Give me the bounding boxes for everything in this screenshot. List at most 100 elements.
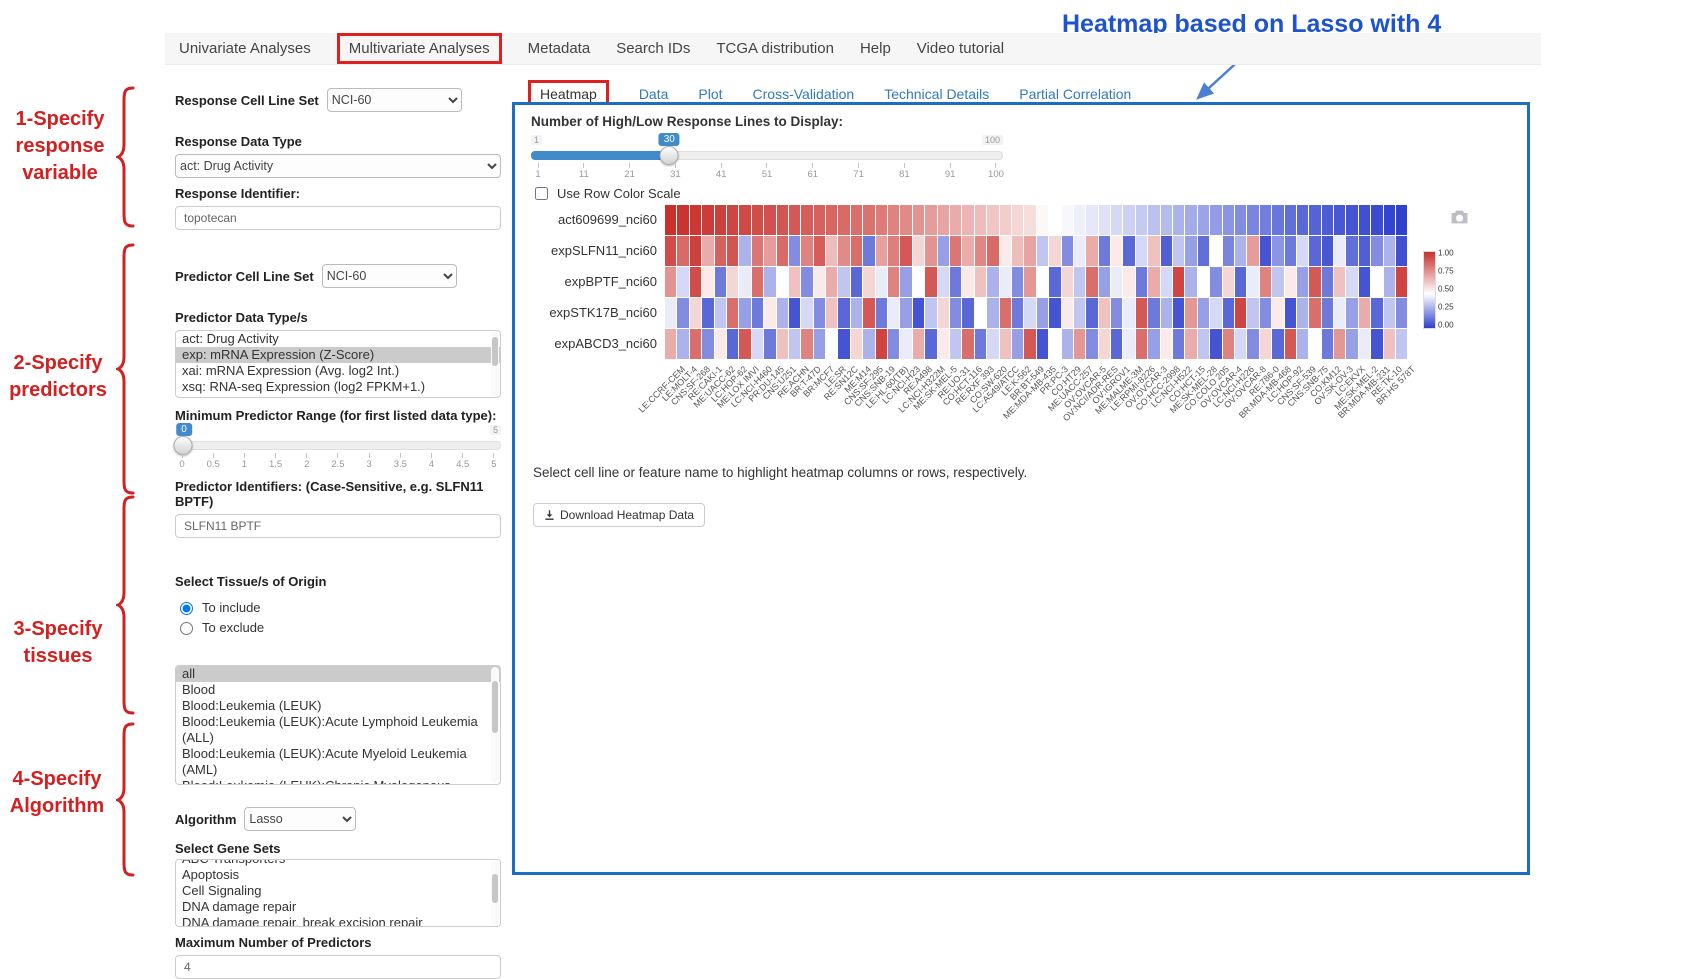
response-identifier-input[interactable] bbox=[175, 206, 501, 230]
heatmap-cell bbox=[1111, 236, 1123, 266]
scrollbar-thumb[interactable] bbox=[492, 680, 498, 734]
tab-technical-details[interactable]: Technical Details bbox=[884, 86, 990, 102]
list-option-dna-damage-repair-break-excision-repair[interactable]: DNA damage repair, break excision repair bbox=[182, 915, 423, 927]
response-cell-line-set-select[interactable]: NCI-60 bbox=[326, 88, 462, 112]
heatmap-cell bbox=[1036, 267, 1049, 297]
list-option-blood[interactable]: Blood bbox=[182, 682, 216, 697]
list-option-blood-leukemia-leuk-acute-myeloid-leukemia-aml[interactable]: Blood:Leukemia (LEUK):Acute Myeloid Leuk… bbox=[182, 746, 467, 777]
list-option-apoptosis[interactable]: Apoptosis bbox=[182, 867, 240, 882]
tab-cross-validation[interactable]: Cross-Validation bbox=[752, 86, 855, 102]
heatmap-cell bbox=[714, 329, 726, 359]
gene-sets-listbox[interactable]: ABC TransportersApoptosisCell SignalingD… bbox=[175, 859, 501, 927]
tab-plot[interactable]: Plot bbox=[698, 86, 723, 102]
radio-to-exclude[interactable]: To exclude bbox=[175, 617, 501, 637]
heatmap-cell bbox=[1334, 205, 1346, 235]
heatmap-cell bbox=[1358, 205, 1371, 235]
predictor-data-types-listbox[interactable]: act: Drug Activity exp: mRNA Expression (… bbox=[175, 330, 501, 398]
nav-tab-video-tutorial[interactable]: Video tutorial bbox=[916, 40, 1005, 57]
list-option-dna-damage-repair[interactable]: DNA damage repair bbox=[182, 899, 297, 914]
predictor-cell-line-set-select[interactable]: NCI-60 bbox=[321, 264, 457, 288]
heatmap-row-label-expabcd3-nci60[interactable]: expABCD3_nci60 bbox=[554, 336, 657, 351]
download-heatmap-data-button[interactable]: Download Heatmap Data bbox=[533, 503, 706, 527]
heatmap-cell bbox=[1185, 267, 1197, 297]
heatmap-cell bbox=[850, 329, 863, 359]
scrollbar-thumb[interactable] bbox=[492, 337, 498, 366]
heatmap-cell bbox=[1259, 329, 1272, 359]
list-option-blood-leukemia-leuk[interactable]: Blood:Leukemia (LEUK) bbox=[182, 698, 322, 713]
list-option-cell-signaling[interactable]: Cell Signaling bbox=[182, 883, 262, 898]
heatmap-cell bbox=[1073, 329, 1086, 359]
nav-tab-multivariate-analyses[interactable]: Multivariate Analyses bbox=[336, 33, 502, 64]
radio-to-include[interactable]: To include bbox=[175, 597, 501, 617]
heatmap-cell bbox=[1135, 329, 1148, 359]
heatmap-row-label-expbptf-nci60[interactable]: expBPTF_nci60 bbox=[564, 274, 658, 289]
list-option-act-drug-activity[interactable]: act: Drug Activity bbox=[182, 331, 279, 346]
radio-input-to-exclude[interactable] bbox=[180, 622, 193, 635]
heatmap-cell bbox=[726, 329, 739, 359]
scrollbar-thumb[interactable] bbox=[492, 873, 498, 903]
slider-tick: 51 bbox=[760, 163, 774, 180]
radio-input-to-include[interactable] bbox=[180, 602, 193, 615]
heatmap-cell bbox=[665, 329, 677, 359]
heatmap-cell bbox=[838, 329, 850, 359]
response-data-type-select[interactable]: act: Drug Activity bbox=[175, 154, 501, 178]
tissue-origin-listbox[interactable]: all Blood Blood:Leukemia (LEUK) Blood:Leuke… bbox=[175, 665, 501, 785]
heatmap-lines-slider[interactable]: 1 100 30 1 11 21 31 41 51 61 71 81 91 100 bbox=[531, 133, 1004, 185]
heatmap-row-label-act609699-nci60[interactable]: act609699_nci60 bbox=[557, 212, 657, 227]
heatmap-cell bbox=[1086, 205, 1098, 235]
heatmap-cell bbox=[714, 205, 726, 235]
heatmap-cell bbox=[850, 267, 863, 297]
camera-icon[interactable] bbox=[1450, 209, 1469, 225]
nav-tab-help[interactable]: Help bbox=[859, 40, 891, 57]
list-option-blood-leukemia-leuk-acute-lymphoid-leukemia-all[interactable]: Blood:Leukemia (LEUK):Acute Lymphoid Leu… bbox=[182, 714, 478, 745]
heatmap-cell bbox=[1210, 205, 1222, 235]
row-color-scale-checkbox-input[interactable] bbox=[535, 186, 548, 200]
slider-track[interactable] bbox=[175, 441, 501, 450]
list-option-abc-transporters[interactable]: ABC Transporters bbox=[176, 860, 500, 867]
heatmap-cell bbox=[1197, 205, 1210, 235]
heatmap-cell bbox=[1346, 298, 1358, 328]
nav-tab-metadata[interactable]: Metadata bbox=[527, 40, 591, 57]
nav-tab-univariate-analyses[interactable]: Univariate Analyses bbox=[179, 40, 311, 57]
heatmap-cell bbox=[1061, 298, 1073, 328]
list-option-xai-mrna-expression-avg-log2-int[interactable]: xai: mRNA Expression (Avg. log2 Int.) bbox=[182, 363, 400, 378]
scrollbar[interactable] bbox=[491, 861, 499, 925]
algorithm-label: Algorithm bbox=[175, 811, 237, 827]
heatmap-cell bbox=[1024, 267, 1036, 297]
algorithm-select[interactable]: Lasso bbox=[244, 807, 357, 831]
slider-handle[interactable] bbox=[173, 436, 193, 455]
max-predictors-input[interactable] bbox=[175, 955, 501, 979]
heatmap-cell bbox=[838, 236, 850, 266]
heatmap-cell bbox=[912, 267, 925, 297]
heatmap-cell bbox=[1098, 298, 1111, 328]
scrollbar[interactable] bbox=[491, 332, 499, 396]
list-option-all[interactable]: all bbox=[176, 666, 500, 682]
list-option-xsq-rna-seq-expression-log2-fpkm-1[interactable]: xsq: RNA-seq Expression (log2 FPKM+1.) bbox=[182, 379, 426, 394]
nav-tab-search-ids[interactable]: Search IDs bbox=[616, 40, 691, 57]
row-color-scale-checkbox[interactable]: Use Row Color Scale bbox=[531, 183, 681, 203]
heatmap-cell bbox=[702, 205, 714, 235]
heatmap-cell bbox=[1210, 267, 1222, 297]
heatmap-cell bbox=[1173, 236, 1185, 266]
heatmap-cell bbox=[1049, 298, 1061, 328]
heatmap-cell bbox=[987, 236, 999, 266]
heatmap-cell bbox=[1358, 236, 1371, 266]
heatmap-cell bbox=[1334, 329, 1346, 359]
list-option-exp-mrna-expression-z-score[interactable]: exp: mRNA Expression (Z-Score) bbox=[176, 347, 500, 363]
nav-tab-tcga-distribution[interactable]: TCGA distribution bbox=[716, 40, 834, 57]
heatmap-cell bbox=[1396, 236, 1408, 266]
heatmap-cell bbox=[1284, 329, 1296, 359]
slider-handle[interactable] bbox=[659, 146, 679, 165]
heatmap-cell bbox=[900, 205, 912, 235]
list-option-blood-leukemia-leuk-chronic-myelogenous-leukemia-cml[interactable]: Blood:Leukemia (LEUK):Chronic Myelogenou… bbox=[176, 778, 500, 784]
predictor-identifiers-label: Predictor Identifiers: (Case-Sensitive, … bbox=[175, 479, 484, 509]
predictor-identifiers-input[interactable] bbox=[175, 514, 501, 538]
heatmap-cell bbox=[1321, 205, 1334, 235]
min-predictor-range-slider[interactable]: 5 0 0 0.5 1 1.5 2 2.5 3 3.5 4 4.5 5 bbox=[173, 423, 501, 475]
heatmap-cell bbox=[689, 298, 702, 328]
heatmap-row-label-expslfn11-nci60[interactable]: expSLFN11_nci60 bbox=[551, 243, 657, 258]
tab-data[interactable]: Data bbox=[638, 86, 669, 102]
scrollbar[interactable] bbox=[491, 667, 499, 783]
heatmap-row-label-expstk17b-nci60[interactable]: expSTK17B_nci60 bbox=[549, 305, 657, 320]
tab-partial-correlation[interactable]: Partial Correlation bbox=[1019, 86, 1132, 102]
